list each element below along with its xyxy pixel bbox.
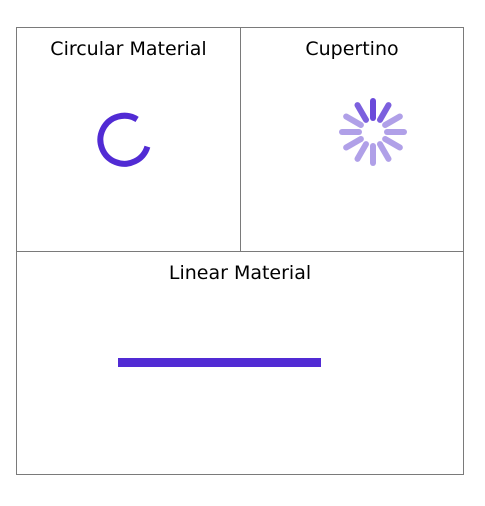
- activity-indicator-spoke: [382, 136, 403, 151]
- circular-progress-arc: [97, 112, 151, 167]
- activity-indicator-spoke: [382, 113, 403, 128]
- circular-material-panel: Circular Material: [17, 28, 241, 252]
- linear-progress-bar: [118, 358, 321, 367]
- cupertino-title: Cupertino: [305, 38, 399, 60]
- circular-material-title: Circular Material: [50, 38, 207, 60]
- circular-progress-icon: [97, 112, 151, 167]
- linear-material-title: Linear Material: [168, 262, 312, 284]
- activity-indicator-spoke: [343, 136, 364, 151]
- activity-indicator-spoke: [343, 113, 364, 128]
- progress-indicator-grid: Circular Material Cupertino Linear Mater…: [16, 27, 464, 475]
- linear-material-panel: Linear Material: [17, 252, 463, 474]
- activity-indicator-icon: [339, 98, 407, 166]
- activity-indicator-spoke: [377, 141, 392, 162]
- linear-progress-icon: [118, 358, 321, 367]
- activity-indicator-spoke: [377, 102, 392, 123]
- cupertino-panel: Cupertino: [241, 28, 463, 252]
- activity-indicator-spoke: [354, 102, 369, 123]
- activity-indicator-spoke: [354, 141, 369, 162]
